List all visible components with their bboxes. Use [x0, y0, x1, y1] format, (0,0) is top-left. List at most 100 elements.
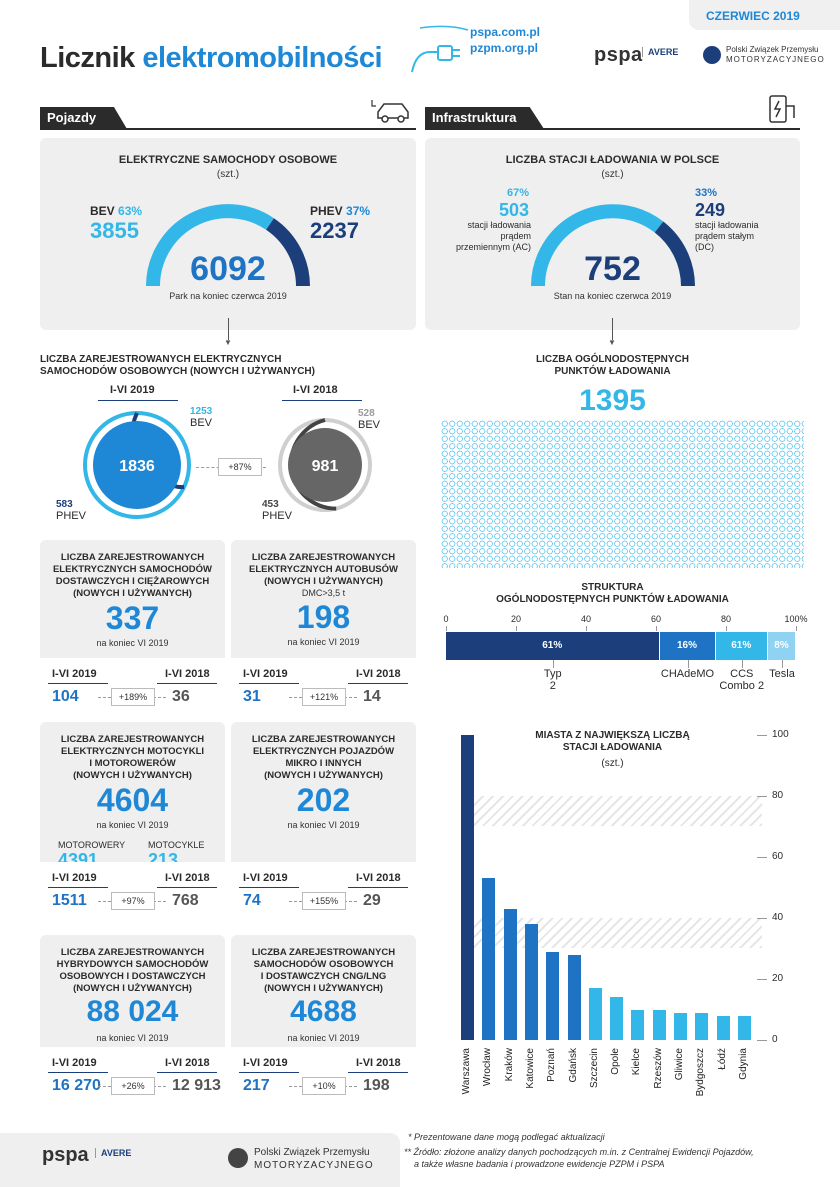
cities-tick-label: 60 [772, 851, 784, 862]
page-title: Licznik elektromobilności [40, 42, 383, 74]
card-caption: na koniec VI 2019 [287, 820, 360, 830]
footer-bg [0, 1133, 400, 1187]
footer-note-1: * Prezentowane dane mogą podlegać aktual… [408, 1132, 605, 1142]
section-infrastructure: Infrastruktura [425, 107, 544, 129]
card-title-line: (NOWYCH I UŻYWANYCH) [73, 588, 192, 599]
cities-bar [567, 954, 581, 1040]
card-value-2018: 29 [363, 892, 381, 909]
structure-tick [656, 626, 657, 631]
card-year-2018-line [348, 887, 408, 888]
cars-total: 6092 [190, 250, 266, 288]
structure-tick-label: 100% [784, 614, 808, 624]
stations-unit: (szt.) [601, 169, 624, 180]
reg-2018-bev-value: 528 [358, 408, 375, 419]
reg-2019-phev-label: PHEV [56, 510, 86, 522]
url-pspa[interactable]: pspa.com.pl [470, 25, 541, 39]
card-year-2019-line [48, 887, 108, 888]
card-change-badge: +10% [302, 1077, 346, 1095]
card-year-2018-line [348, 683, 408, 684]
reg-change-badge: +87% [218, 458, 262, 476]
pspa-logo: pspa [594, 44, 643, 66]
date-tab [689, 0, 840, 30]
structure-segment-tick [782, 660, 783, 668]
card-value: 4604 [96, 782, 169, 818]
footer-pspa-logo: pspa [42, 1144, 89, 1166]
structure-tick [446, 626, 447, 631]
cities-gridline [757, 796, 767, 797]
card-title-line: LICZBA ZAREJESTROWANYCH [60, 734, 205, 745]
card-title-line: (NOWYCH I UŻYWANYCH) [264, 576, 383, 587]
stations-panel: LICZBA STACJI ŁADOWANIA W POLSCE (szt.) … [425, 138, 800, 330]
url-pzpm[interactable]: pzpm.org.pl [470, 41, 538, 55]
down-arrow-right-head: ▼ [608, 338, 616, 347]
cities-gridline [757, 1040, 767, 1041]
card-caption: na koniec VI 2019 [96, 638, 169, 648]
cities-category-label: Szczecin [588, 1048, 600, 1089]
structure-segment: 16% [659, 632, 715, 660]
card-year-2019-line [239, 887, 299, 888]
card-title-line: (NOWYCH I UŻYWANYCH) [264, 770, 383, 781]
charger-icon [769, 95, 795, 123]
card-value-2018: 198 [363, 1077, 390, 1094]
stations-caption: Stan na koniec czerwca 2019 [553, 291, 672, 301]
stations-gauge [531, 204, 695, 287]
cars-bev-label: BEV 63% [90, 204, 143, 218]
cities-tick-label: 100 [772, 729, 789, 740]
cars-phev-label: PHEV 37% [310, 204, 371, 218]
card-title-line: ELEKTRYCZNYCH SAMOCHODÓW [52, 564, 213, 575]
card-value: 198 [296, 599, 351, 635]
cities-gridline [757, 918, 767, 919]
cities-category-label: Wrocław [482, 1048, 494, 1087]
reg-2019-bev-value: 1253 [190, 406, 213, 417]
reg-year-2018: I-VI 2018 [293, 384, 338, 396]
cars-caption: Park na koniec czerwca 2019 [169, 291, 287, 301]
cities-tick-label: 40 [772, 912, 784, 923]
reg-2018-bev-label: BEV [358, 419, 381, 431]
card-sub2-value: 213 [148, 850, 179, 870]
structure-tick [516, 626, 517, 631]
card-value-2018: 12 913 [172, 1077, 221, 1094]
cities-tick-label: 0 [772, 1034, 778, 1045]
card-value: 337 [105, 600, 160, 636]
reg-2018-donut [278, 418, 372, 512]
section-vehicles: Pojazdy [40, 107, 127, 129]
card-value-2019: 217 [243, 1077, 270, 1094]
pzpm-logo-text: Polski Związek Przemysłu MOTORYZACYJNEGO [726, 45, 825, 64]
section-vehicles-line [40, 128, 416, 130]
card-title-line: DOSTAWCZYCH I CIĘŻAROWYCH [55, 576, 210, 587]
structure-segment-name: CCS Combo 2 [719, 668, 765, 692]
cities-band-2 [472, 918, 762, 948]
structure-tick [796, 626, 797, 631]
card-title-line: (NOWYCH I UŻYWANYCH) [264, 983, 383, 994]
structure-tick-label: 20 [510, 614, 521, 624]
card-title-line: ELEKTRYCZNYCH POJAZDÓW [252, 746, 395, 757]
cities-tick-label: 80 [772, 790, 784, 801]
card-value-2019: 74 [243, 892, 261, 909]
stations-ac-value: 503 [499, 200, 530, 220]
structure-segment-tick [552, 660, 554, 668]
card-year-2018: I-VI 2018 [356, 872, 401, 884]
reg-2019-phev-value: 583 [56, 499, 73, 510]
card-year-2018-line [157, 887, 217, 888]
reg-year-2019-line [98, 400, 178, 401]
card-change-badge: +97% [111, 892, 155, 910]
card-title-line: MIKRO I INNYCH [285, 758, 362, 769]
structure-segment: 61% [715, 632, 767, 660]
structure-tick-label: 0 [443, 614, 449, 624]
card-value: 88 024 [86, 995, 179, 1028]
cities-bar [610, 997, 624, 1040]
card-year-2019-line [239, 1072, 299, 1073]
footer-pzpm-icon [228, 1148, 248, 1168]
footer-pzpm-text: Polski Związek Przemysłu MOTORYZACYJNEGO [254, 1147, 374, 1171]
stations-title: LICZBA STACJI ŁADOWANIA W POLSCE [505, 154, 720, 166]
structure-tick-label: 40 [580, 614, 591, 624]
date-label: CZERWIEC 2019 [706, 9, 800, 23]
reg-year-2019: I-VI 2019 [110, 384, 155, 396]
cities-bar [737, 1015, 751, 1040]
card-value-2018: 768 [172, 892, 199, 909]
structure-segment-name: CHAdeMO [660, 668, 715, 680]
cars-phev-value: 2237 [310, 218, 359, 243]
cities-bar [652, 1009, 666, 1040]
card-year-2018: I-VI 2018 [356, 668, 401, 680]
card-title-line: SAMOCHODÓW OSOBOWYCH [253, 959, 394, 970]
